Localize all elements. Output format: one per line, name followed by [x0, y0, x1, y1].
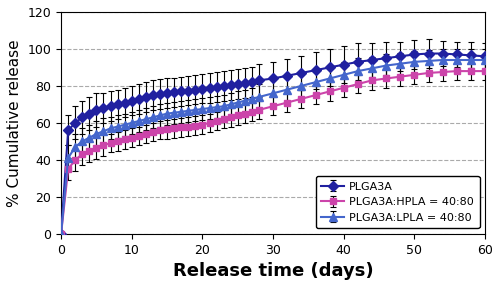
X-axis label: Release time (days): Release time (days): [173, 262, 374, 280]
Y-axis label: % Cumulative release: % Cumulative release: [7, 39, 22, 207]
Legend: PLGA3A, PLGA3A:HPLA = 40:80, PLGA3A:LPLA = 40:80: PLGA3A, PLGA3A:HPLA = 40:80, PLGA3A:LPLA…: [316, 176, 480, 228]
